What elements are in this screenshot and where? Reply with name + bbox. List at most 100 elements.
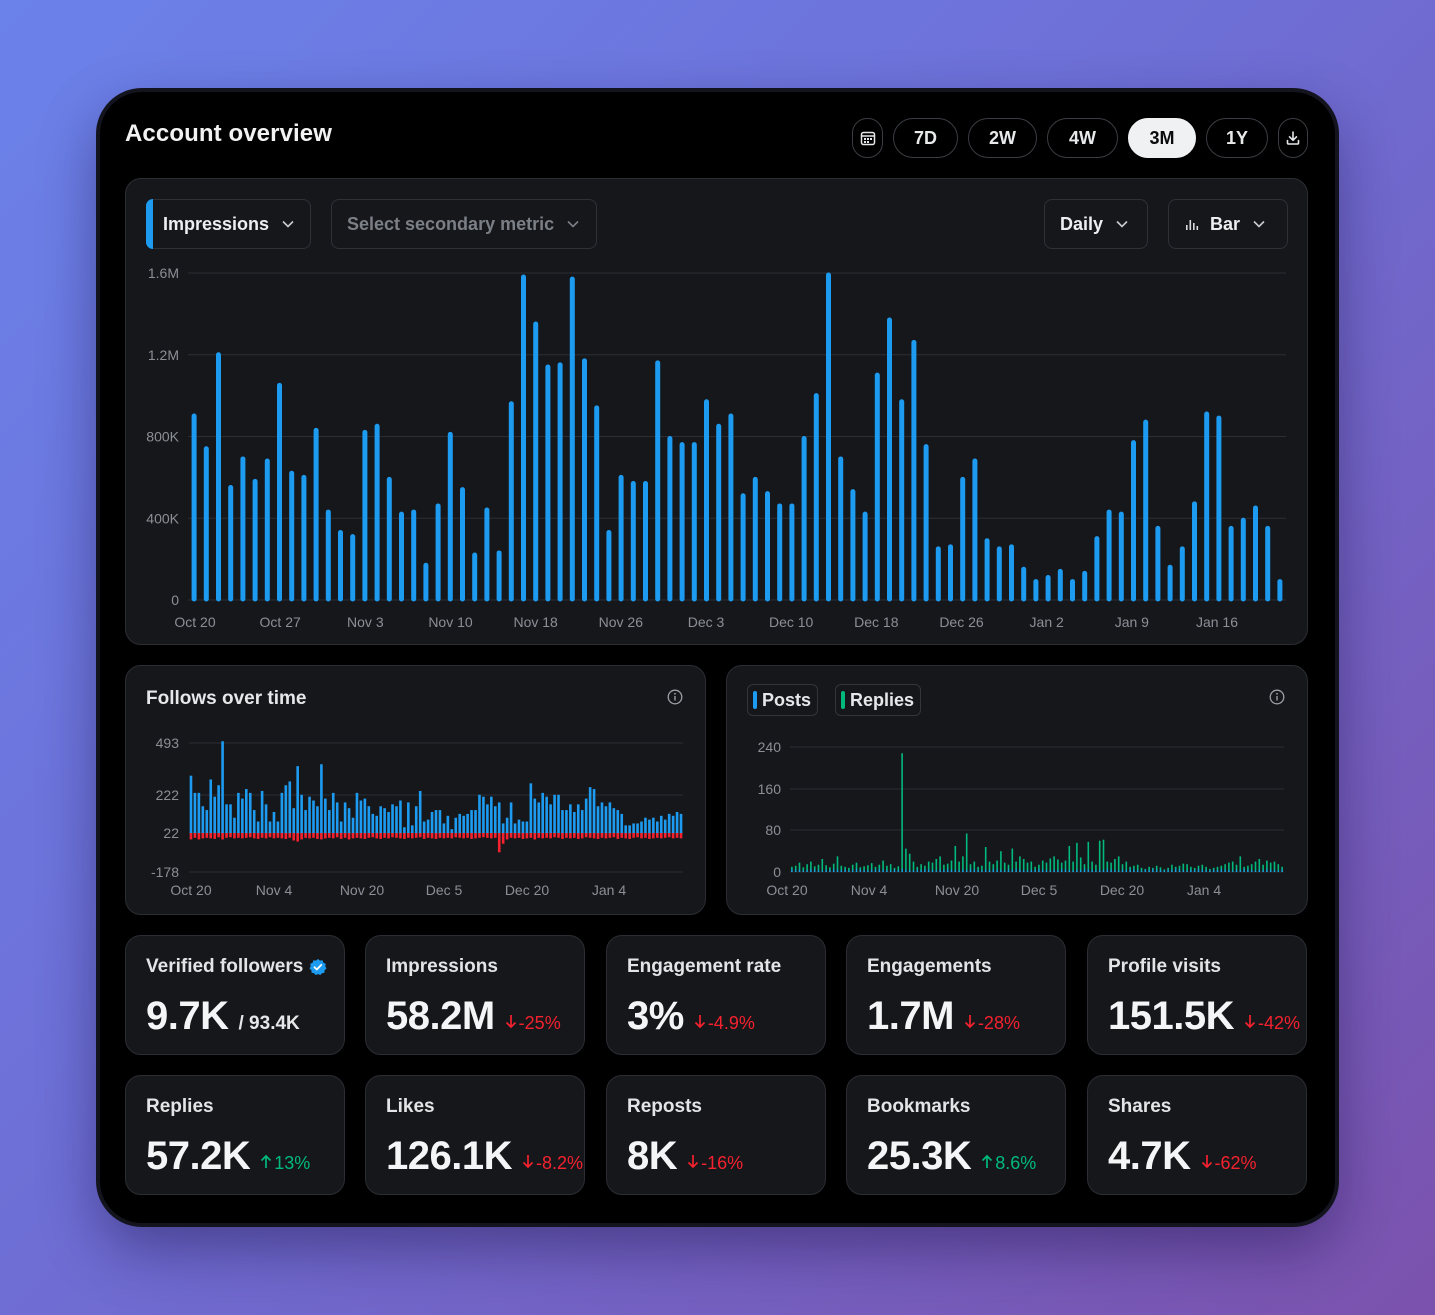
- stat-label-text: Reposts: [627, 1096, 702, 1117]
- arrow-down-icon: [505, 1015, 516, 1029]
- follows-title: Follows over time: [146, 688, 307, 709]
- stat-card-engagement-rate: Engagement rate 3% -4.9%: [606, 935, 826, 1055]
- stat-label: Profile visits: [1108, 956, 1221, 978]
- stat-value-row: 1.7M -28%: [867, 994, 1020, 1039]
- stat-label-text: Engagement rate: [627, 956, 782, 977]
- stat-label-text: Impressions: [386, 956, 498, 977]
- stat-value: 25.3K: [867, 1134, 972, 1178]
- y-tick-label: 80: [765, 822, 781, 838]
- range-4w-button[interactable]: 4W: [1047, 118, 1118, 158]
- stat-card-profile-visits: Profile visits 151.5K -42%: [1087, 935, 1307, 1055]
- stat-delta-text: -16%: [701, 1153, 744, 1173]
- verified-badge-icon: [309, 959, 327, 975]
- range-7d-button[interactable]: 7D: [893, 118, 958, 158]
- stat-label-text: Bookmarks: [867, 1096, 971, 1117]
- stat-value: 1.7M: [867, 994, 954, 1038]
- stat-value: 3%: [627, 994, 684, 1038]
- arrow-down-icon: [694, 1015, 705, 1029]
- stat-delta-text: -8.2%: [535, 1153, 584, 1173]
- arrow-down-icon: [1201, 1155, 1212, 1169]
- chevron-down-icon: [1253, 220, 1265, 228]
- legend-replies[interactable]: Replies: [835, 684, 922, 716]
- page-title: Account overview: [125, 120, 332, 147]
- y-tick-label: 22: [163, 825, 179, 841]
- stat-label: Replies: [146, 1096, 214, 1118]
- stat-delta: -4.9%: [694, 1013, 755, 1034]
- x-tick-label: Oct 20: [766, 882, 807, 898]
- stat-delta-text: -4.9%: [707, 1013, 755, 1033]
- secondary-metric-dropdown[interactable]: Select secondary metric: [331, 199, 597, 249]
- info-icon[interactable]: [667, 689, 683, 705]
- y-tick-label: 240: [758, 739, 782, 755]
- x-tick-label: Nov 20: [935, 882, 980, 898]
- range-1y-button[interactable]: 1Y: [1206, 118, 1268, 158]
- y-tick-label: 1.2M: [148, 347, 179, 363]
- arrow-up-icon: [982, 1154, 993, 1168]
- stat-delta: -16%: [687, 1153, 743, 1174]
- stat-delta-text: -62%: [1214, 1153, 1257, 1173]
- x-tick-label: Oct 27: [260, 614, 301, 630]
- x-tick-label: Nov 10: [428, 614, 473, 630]
- y-tick-label: 0: [171, 592, 179, 608]
- stat-value-row: 151.5K -42%: [1108, 994, 1300, 1039]
- primary-metric-dropdown[interactable]: Impressions: [146, 199, 311, 249]
- stat-label-text: Verified followers: [146, 956, 304, 977]
- stat-label: Verified followers: [146, 956, 327, 978]
- stat-label-text: Shares: [1108, 1096, 1172, 1117]
- stat-label-text: Replies: [146, 1096, 214, 1117]
- stat-label: Impressions: [386, 956, 498, 978]
- calendar-button[interactable]: [852, 118, 883, 158]
- stat-card-likes: Likes 126.1K -8.2%: [365, 1075, 585, 1195]
- range-3m-button[interactable]: 3M: [1128, 118, 1196, 158]
- x-tick-label: Dec 5: [426, 882, 463, 898]
- y-tick-label: 400K: [146, 510, 179, 526]
- x-tick-label: Nov 18: [513, 614, 558, 630]
- chart-type-label: Bar: [1210, 213, 1241, 234]
- y-tick-label: 222: [156, 787, 180, 803]
- stat-label: Engagements: [867, 956, 992, 978]
- legend-posts-label: Posts: [762, 689, 812, 710]
- stat-delta-text: 8.6%: [995, 1153, 1037, 1173]
- stat-value-row: 126.1K -8.2%: [386, 1134, 583, 1179]
- impressions-bar-chart: 0 400K 800K 1.2M 1.6M Oct 20 Oct 27 Nov 3 Nov 10…: [146, 265, 1286, 630]
- chart-type-dropdown[interactable]: Bar: [1168, 199, 1288, 249]
- chevron-down-icon: [1116, 220, 1128, 228]
- y-tick-label: 1.6M: [148, 265, 179, 281]
- stat-card-engagements: Engagements 1.7M -28%: [846, 935, 1066, 1055]
- arrow-down-icon: [1244, 1015, 1256, 1029]
- download-button[interactable]: [1278, 118, 1308, 158]
- range-2w-button[interactable]: 2W: [968, 118, 1037, 158]
- stat-total: / 93.4K: [238, 1013, 300, 1034]
- y-tick-label: 493: [156, 735, 180, 751]
- arrow-down-icon: [964, 1015, 976, 1029]
- x-tick-label: Dec 18: [854, 614, 899, 630]
- primary-metric-label: Impressions: [163, 213, 270, 234]
- impressions-chart-card: Impressions Select secondary metric Dail…: [125, 178, 1308, 645]
- stat-card-verified-followers: Verified followers 9.7K / 93.4K: [125, 935, 345, 1055]
- stat-value: 57.2K: [146, 1134, 251, 1178]
- stat-label-text: Likes: [386, 1096, 435, 1117]
- stat-delta: 8.6%: [981, 1153, 1036, 1174]
- account-overview-panel: Account overview 7D 2W 4W 3M 1Y Impressi…: [100, 92, 1335, 1223]
- interval-label: Daily: [1060, 213, 1104, 234]
- legend-posts[interactable]: Posts: [747, 684, 819, 716]
- x-tick-label: Dec 20: [1100, 882, 1145, 898]
- info-icon[interactable]: [1269, 689, 1285, 705]
- legend-replies-label: Replies: [850, 689, 915, 710]
- stat-delta: 13%: [260, 1153, 310, 1174]
- chevron-down-icon: [282, 220, 294, 228]
- stat-delta-text: -25%: [518, 1013, 561, 1033]
- x-tick-label: Nov 20: [340, 882, 385, 898]
- x-tick-label: Nov 26: [599, 614, 644, 630]
- x-tick-label: Jan 4: [1187, 882, 1221, 898]
- posts-replies-bar-chart: 0 80 160 240 Oct 20 Nov 4 Nov 20 Dec 5 Dec 20 Jan…: [758, 739, 1284, 898]
- stat-delta: -62%: [1201, 1153, 1257, 1174]
- x-tick-label: Nov 4: [256, 882, 293, 898]
- posts-color-swatch: [753, 691, 757, 709]
- posts-replies-card: Posts Replies 0 80 160 240 Oct 20 Nov 4 Nov 20…: [726, 665, 1308, 915]
- stat-delta-text: -42%: [1257, 1013, 1301, 1033]
- stat-delta: -42%: [1244, 1013, 1300, 1034]
- interval-dropdown[interactable]: Daily: [1044, 199, 1148, 249]
- replies-color-swatch: [841, 691, 845, 709]
- follows-card: Follows over time -178 22 222 493 Oct 20 Nov …: [125, 665, 706, 915]
